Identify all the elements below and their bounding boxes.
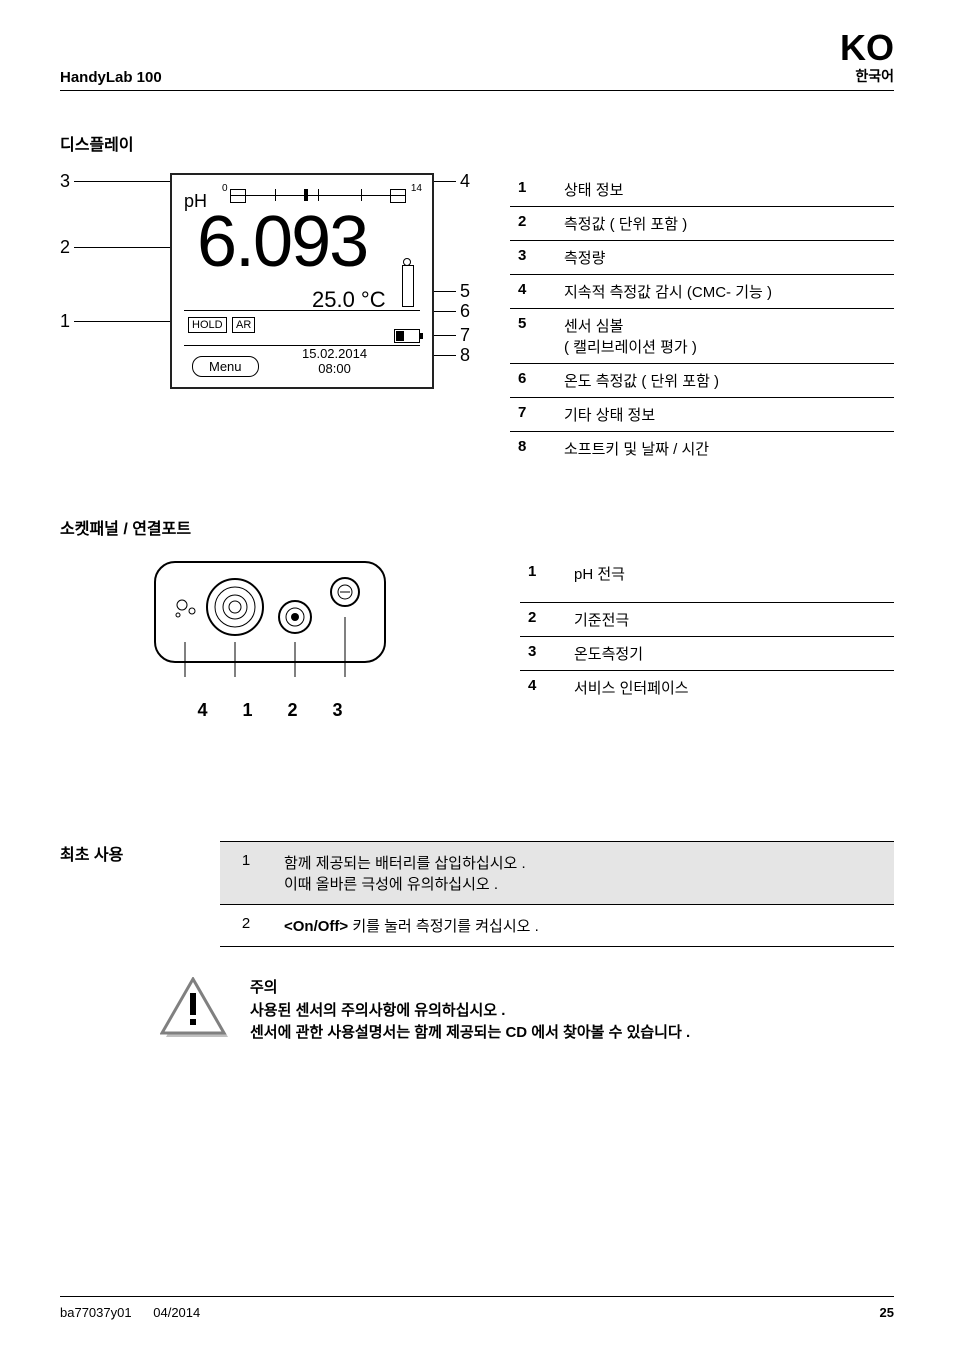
legend-num: 3	[510, 241, 556, 275]
socket-legend-table: 1pH 전극 2기준전극 3온도측정기 4서비스 인터페이스	[520, 557, 894, 704]
lcd-screen: pH 0 14 6.093 25.0 °C HOLD AR	[170, 173, 434, 389]
lcd-time: 08:00	[318, 361, 351, 376]
legend-num: 2	[520, 603, 566, 637]
callout-3: 3	[60, 171, 70, 192]
caution-line2: 센서에 관한 사용설명서는 함께 제공되는 CD 에서 찾아볼 수 있습니다 .	[250, 1022, 690, 1045]
step-text: 함께 제공되는 배터리를 삽입하십시오 . 이때 올바른 극성에 유의하십시오 …	[272, 842, 894, 905]
socket-row: 4 1 2 3 1pH 전극 2기준전극 3온도측정기 4서비스 인터페이스	[60, 557, 894, 721]
caution-line1: 사용된 센서의 주의사항에 유의하십시오 .	[250, 1000, 690, 1023]
section-title-display: 디스플레이	[60, 131, 894, 155]
legend-num: 2	[510, 207, 556, 241]
page-number: 25	[880, 1305, 894, 1320]
warning-icon	[160, 977, 230, 1042]
legend-text: 지속적 측정값 감시 (CMC- 기능 )	[556, 275, 894, 309]
legend-num: 4	[510, 275, 556, 309]
display-row: 3 2 1 4 5 6 7 8 pH	[60, 173, 894, 465]
legend-text: 소프트키 및 날짜 / 시간	[556, 432, 894, 466]
lcd-divider-1	[184, 310, 420, 311]
legend-num: 1	[510, 173, 556, 207]
sensor-icon	[402, 265, 414, 307]
lcd-datetime: 15.02.2014 08:00	[302, 346, 367, 377]
callout-5: 5	[460, 281, 470, 302]
legend-text: 기타 상태 정보	[556, 398, 894, 432]
lang-name: 한국어	[840, 66, 894, 86]
socket-num: 2	[288, 700, 298, 721]
legend-text: 센서 심볼 ( 캘리브레이션 평가 )	[556, 309, 894, 364]
caution-title: 주의	[250, 977, 690, 1000]
menu-softkey: Menu	[192, 356, 259, 377]
lcd-value: 6.093	[197, 201, 367, 283]
callout-8: 8	[460, 345, 470, 366]
step-num: 1	[220, 842, 272, 905]
lang-block: KO 한국어	[840, 30, 894, 86]
legend-text: 측정값 ( 단위 포함 )	[556, 207, 894, 241]
legend-num: 7	[510, 398, 556, 432]
lcd-ar-badge: AR	[232, 317, 255, 333]
page-header: HandyLab 100 KO 한국어	[60, 30, 894, 91]
caution-block: 주의 사용된 센서의 주의사항에 유의하십시오 . 센서에 관한 사용설명서는 …	[160, 977, 894, 1045]
legend-text: 기준전극	[566, 603, 894, 637]
caution-text: 주의 사용된 센서의 주의사항에 유의하십시오 . 센서에 관한 사용설명서는 …	[250, 977, 690, 1045]
doc-number: ba77037y01	[60, 1305, 132, 1320]
legend-text: pH 전극	[566, 557, 894, 603]
battery-icon	[394, 329, 420, 343]
socket-num: 3	[333, 700, 343, 721]
legend-text: 온도 측정값 ( 단위 포함 )	[556, 364, 894, 398]
callout-1: 1	[60, 311, 70, 332]
lcd-hold-badge: HOLD	[188, 317, 227, 333]
section-title-socket: 소켓패널 / 연결포트	[60, 515, 894, 539]
legend-text: 상태 정보	[556, 173, 894, 207]
leader-3	[74, 181, 170, 182]
section-title-init: 최초 사용	[60, 841, 180, 865]
scale-max: 14	[411, 183, 422, 194]
socket-num: 4	[197, 700, 207, 721]
legend-text: 온도측정기	[566, 637, 894, 671]
lcd-date: 15.02.2014	[302, 346, 367, 361]
lcd-diagram: 3 2 1 4 5 6 7 8 pH	[60, 173, 480, 423]
socket-panel-icon	[150, 557, 390, 687]
legend-text: 측정량	[556, 241, 894, 275]
legend-text: 서비스 인터페이스	[566, 671, 894, 705]
doc-date: 04/2014	[153, 1305, 200, 1320]
callout-4: 4	[460, 171, 470, 192]
display-legend-table: 1상태 정보 2측정값 ( 단위 포함 ) 3측정량 4지속적 측정값 감시 (…	[510, 173, 894, 465]
init-row: 최초 사용 1 함께 제공되는 배터리를 삽입하십시오 . 이때 올바른 극성에…	[60, 841, 894, 947]
legend-num: 8	[510, 432, 556, 466]
socket-number-row: 4 1 2 3	[150, 700, 390, 721]
init-steps-table: 1 함께 제공되는 배터리를 삽입하십시오 . 이때 올바른 극성에 유의하십시…	[220, 841, 894, 947]
step-num: 2	[220, 905, 272, 947]
scale-min: 0	[222, 183, 228, 194]
legend-num: 1	[520, 557, 566, 603]
callout-6: 6	[460, 301, 470, 322]
leader-2	[74, 247, 170, 248]
callout-2: 2	[60, 237, 70, 258]
lang-code: KO	[840, 30, 894, 66]
legend-num: 5	[510, 309, 556, 364]
legend-num: 6	[510, 364, 556, 398]
socket-diagram: 4 1 2 3	[60, 557, 480, 721]
legend-num: 3	[520, 637, 566, 671]
leader-1	[74, 321, 170, 322]
footer-left: ba77037y01 04/2014	[60, 1305, 200, 1320]
page-footer: ba77037y01 04/2014 25	[60, 1296, 894, 1320]
callout-7: 7	[460, 325, 470, 346]
step-text: <On/Off> 키를 눌러 측정기를 켜십시오 .	[272, 905, 894, 947]
product-name: HandyLab 100	[60, 69, 162, 86]
legend-num: 4	[520, 671, 566, 705]
socket-num: 1	[242, 700, 252, 721]
